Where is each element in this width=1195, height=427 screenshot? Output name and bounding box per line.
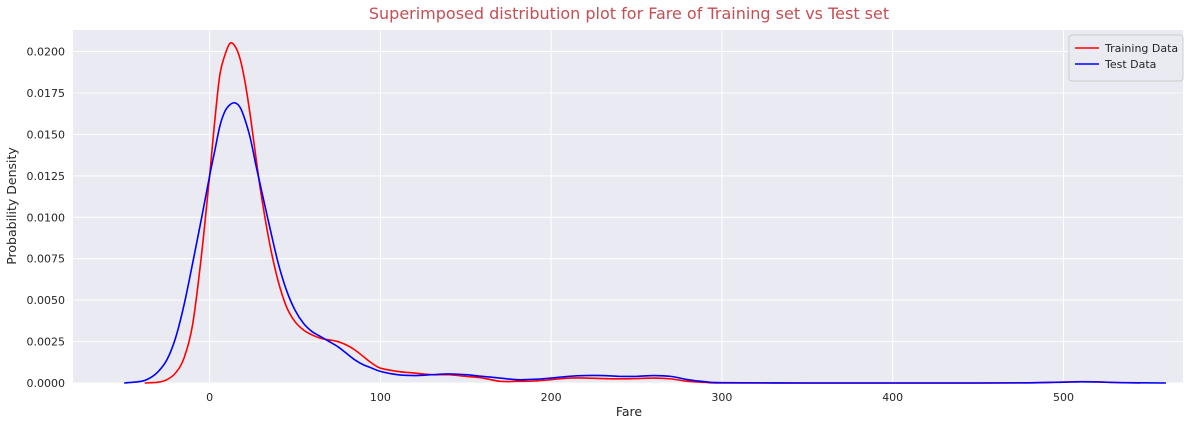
series-line-test-data [124, 101, 1166, 384]
x-tick-label: 400 [882, 391, 903, 404]
x-tick-label: 200 [541, 391, 562, 404]
y-tick-label: 0.0050 [27, 294, 66, 307]
x-tick-label: 300 [711, 391, 732, 404]
y-tick-label: 0.0075 [27, 253, 66, 266]
legend-label-training: Training Data [1104, 42, 1178, 55]
y-tick-label: 0.0100 [27, 211, 66, 224]
x-tick-labels: 0 100 200 300 400 500 [206, 391, 1074, 404]
x-tick-label: 0 [206, 391, 213, 404]
y-tick-label: 0.0125 [27, 170, 66, 183]
x-tick-label: 100 [370, 391, 391, 404]
chart-title: Superimposed distribution plot for Fare … [369, 4, 889, 23]
legend-box [1068, 34, 1184, 82]
plot-area [73, 30, 1183, 383]
legend: Training Data Test Data [1068, 34, 1184, 82]
y-tick-labels: 0.0000 0.0025 0.0050 0.0075 0.0100 0.0125 0.01… [27, 46, 66, 390]
y-tick-label: 0.0025 [27, 336, 66, 349]
x-axis-label: Fare [616, 404, 643, 419]
x-tick-label: 500 [1053, 391, 1074, 404]
y-tick-label: 0.0000 [27, 377, 66, 390]
y-axis-label: Probability Density [4, 147, 19, 265]
legend-label-test: Test Data [1104, 58, 1156, 71]
y-tick-label: 0.0150 [27, 128, 66, 141]
y-tick-label: 0.0200 [27, 46, 66, 59]
series-lines [124, 42, 1166, 384]
y-tick-label: 0.0175 [27, 87, 66, 100]
